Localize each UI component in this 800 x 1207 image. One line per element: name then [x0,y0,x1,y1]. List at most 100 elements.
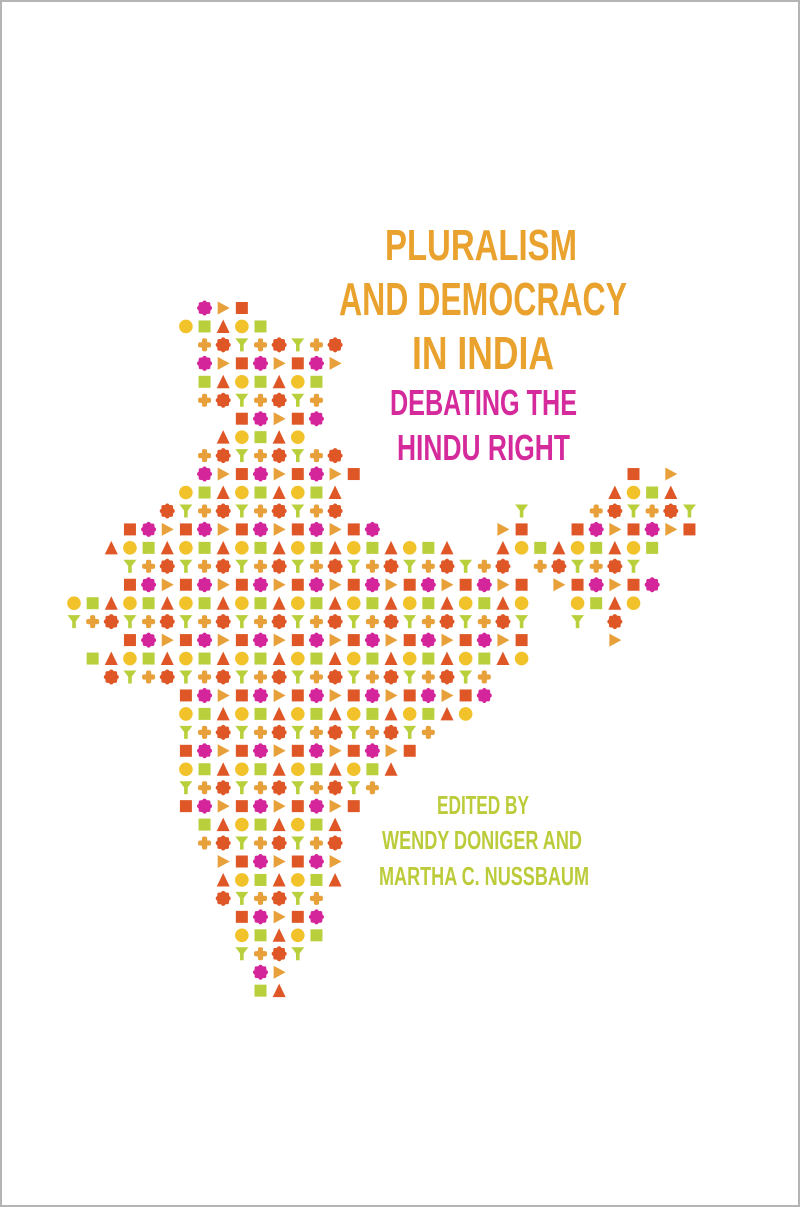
mosaic-circle-shape [123,541,137,555]
mosaic-tri-right-shape [329,744,342,758]
mosaic-tri-right-shape [161,522,174,536]
mosaic-flower-shape [327,503,343,519]
mosaic-circle-shape [235,817,249,832]
mosaic-tri-up-shape [216,651,230,666]
mosaic-flower-shape [327,835,343,851]
mosaic-plus-shape [198,393,212,407]
mosaic-flower-shape [215,392,231,408]
mosaic-tri-down-shape [347,725,361,739]
mosaic-square-shape [459,689,472,702]
mosaic-square-shape [198,597,211,610]
mosaic-tri-right-shape [273,412,286,426]
mosaic-square-shape [403,689,416,702]
mosaic-square-shape [179,634,192,647]
mosaic-flower-shape [215,614,231,630]
mosaic-tri-down-shape [235,338,249,352]
mosaic-tri-down-shape [123,559,137,573]
mosaic-tri-right-shape [441,633,454,647]
mosaic-square-shape [366,541,379,554]
mosaic-plus-shape [254,891,267,905]
mosaic-square-shape [179,800,192,813]
mosaic-flower-shape [197,355,213,371]
mosaic-plus-shape [142,670,156,684]
mosaic-circle-shape [235,541,249,555]
mosaic-circle-shape [346,596,361,610]
mosaic-circle-shape [458,707,473,721]
mosaic-circle-shape [291,928,305,943]
mosaic-flower-shape [215,890,231,906]
mosaic-flower-shape [197,743,213,759]
mosaic-square-shape [478,597,491,610]
mosaic-circle-shape [179,596,193,610]
mosaic-flower-shape [271,337,287,353]
mosaic-square-shape [310,763,323,776]
subtitle-line-2: HINDU RIGHT [397,427,570,468]
mosaic-tri-right-shape [441,578,454,592]
mosaic-tri-right-shape [553,578,566,592]
mosaic-tri-down-shape [235,947,249,961]
mosaic-plus-shape [309,393,323,407]
mosaic-tri-right-shape [329,467,342,481]
mosaic-square-shape [198,486,211,499]
mosaic-circle-shape [291,817,305,832]
mosaic-plus-shape [254,781,267,795]
mosaic-tri-up-shape [160,596,174,610]
mosaic-square-shape [403,578,416,591]
mosaic-square-shape [291,855,304,868]
mosaic-circle-shape [291,485,305,500]
mosaic-plus-shape [421,725,435,739]
mosaic-tri-right-shape [217,688,230,702]
mosaic-flower-shape [253,355,268,371]
mosaic-plus-shape [365,615,379,629]
mosaic-tri-up-shape [272,983,286,998]
mosaic-circle-shape [291,873,305,887]
mosaic-tri-right-shape [217,855,230,868]
title-line-2: AND DEMOCRACY [339,273,627,325]
mosaic-flower-shape [364,687,380,703]
mosaic-flower-shape [308,743,324,759]
mosaic-square-shape [403,634,416,647]
mosaic-square-shape [627,578,640,591]
mosaic-tri-down-shape [347,670,361,684]
mosaic-plus-shape [198,338,212,352]
mosaic-tri-up-shape [216,872,230,887]
mosaic-tri-right-shape [385,578,398,592]
mosaic-tri-right-shape [273,965,286,979]
mosaic-square-shape [310,707,323,720]
mosaic-flower-shape [271,890,287,906]
mosaic-tri-up-shape [216,762,230,776]
mosaic-square-shape [254,652,267,665]
mosaic-circle-shape [235,651,249,666]
mosaic-flower-shape [253,909,268,925]
mosaic-tri-right-shape [385,633,398,647]
mosaic-tri-up-shape [328,485,342,499]
mosaic-square-shape [422,597,435,610]
mosaic-tri-up-shape [272,540,286,555]
mosaic-tri-up-shape [272,596,286,610]
mosaic-tri-down-shape [291,338,305,352]
mosaic-circle-shape [179,651,193,666]
mosaic-flower-shape [420,687,436,703]
mosaic-square-shape [179,689,192,702]
mosaic-square-shape [254,486,267,499]
mosaic-square-shape [515,523,528,536]
mosaic-flower-shape [588,577,604,593]
mosaic-flower-shape [327,614,343,630]
mosaic-tri-down-shape [235,891,249,905]
mosaic-square-shape [646,541,659,554]
mosaic-circle-shape [402,651,417,666]
mosaic-tri-right-shape [497,522,510,536]
mosaic-tri-right-shape [217,522,230,536]
mosaic-square-shape [347,578,360,591]
mosaic-tri-right-shape [441,688,454,702]
mosaic-flower-shape [308,521,324,537]
mosaic-square-shape [235,689,248,702]
mosaic-flower-shape [253,521,268,537]
mosaic-plus-shape [589,504,603,518]
mosaic-square-shape [310,818,323,831]
mosaic-tri-up-shape [440,596,454,610]
mosaic-square-shape [235,910,248,923]
mosaic-plus-shape [421,615,435,629]
mosaic-square-shape [422,541,435,554]
